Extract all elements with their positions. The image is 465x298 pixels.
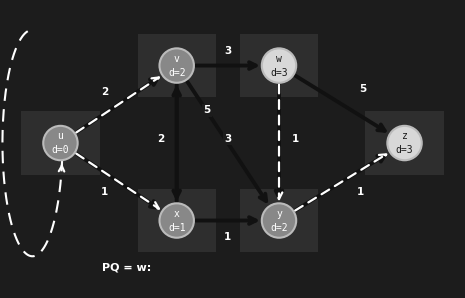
Text: 1: 1 <box>224 232 232 242</box>
FancyBboxPatch shape <box>138 189 216 252</box>
Text: x
d=1: x d=1 <box>168 209 186 232</box>
Text: 5: 5 <box>359 84 366 94</box>
Text: 3: 3 <box>224 134 232 144</box>
Circle shape <box>262 48 296 83</box>
Circle shape <box>387 126 422 160</box>
Text: 5: 5 <box>203 105 211 115</box>
Circle shape <box>262 203 296 238</box>
Circle shape <box>159 203 194 238</box>
Circle shape <box>43 126 78 160</box>
Text: u
d=0: u d=0 <box>52 131 69 155</box>
Text: 2: 2 <box>101 87 108 97</box>
FancyBboxPatch shape <box>21 111 100 175</box>
Text: 3: 3 <box>224 46 232 56</box>
Text: 2: 2 <box>157 134 164 144</box>
Text: v
d=2: v d=2 <box>168 54 186 77</box>
FancyBboxPatch shape <box>240 34 318 97</box>
FancyBboxPatch shape <box>138 34 216 97</box>
FancyBboxPatch shape <box>365 111 444 175</box>
Text: z
d=3: z d=3 <box>396 131 413 155</box>
Text: 1: 1 <box>101 187 108 197</box>
Circle shape <box>159 48 194 83</box>
FancyBboxPatch shape <box>240 189 318 252</box>
Text: PQ = w:: PQ = w: <box>102 263 152 273</box>
Text: y
d=2: y d=2 <box>270 209 288 232</box>
Text: 1: 1 <box>357 187 364 197</box>
Text: w
d=3: w d=3 <box>270 54 288 77</box>
Text: 1: 1 <box>292 134 299 144</box>
